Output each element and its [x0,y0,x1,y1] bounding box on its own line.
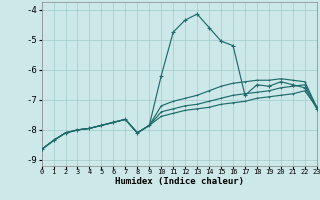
X-axis label: Humidex (Indice chaleur): Humidex (Indice chaleur) [115,177,244,186]
